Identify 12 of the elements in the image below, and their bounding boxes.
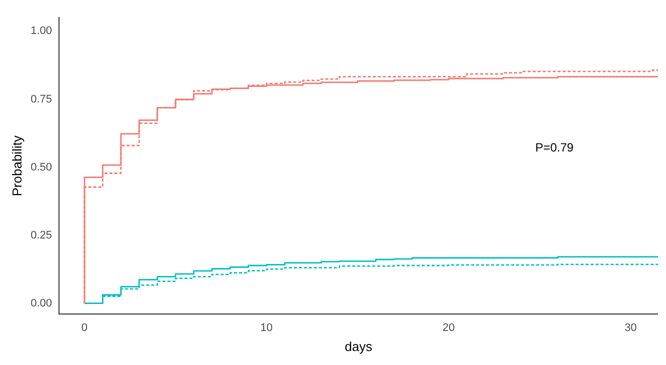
x-tick-label: 0 xyxy=(81,322,88,334)
annotation: P=0.79 xyxy=(535,140,574,154)
x-tick-label: 10 xyxy=(260,322,273,334)
x-tick-label: 30 xyxy=(624,322,637,334)
y-tick-label: 1.00 xyxy=(30,25,52,38)
y-tick-label: 0.00 xyxy=(30,297,52,310)
y-tick-label: 0.50 xyxy=(30,161,52,174)
x-tick-label: 20 xyxy=(442,322,455,334)
y-tick-label: 0.25 xyxy=(30,229,52,242)
y-tick-label: 0.75 xyxy=(30,93,52,106)
y-axis-title: Probability xyxy=(9,135,24,196)
x-axis-title: days xyxy=(344,338,373,354)
